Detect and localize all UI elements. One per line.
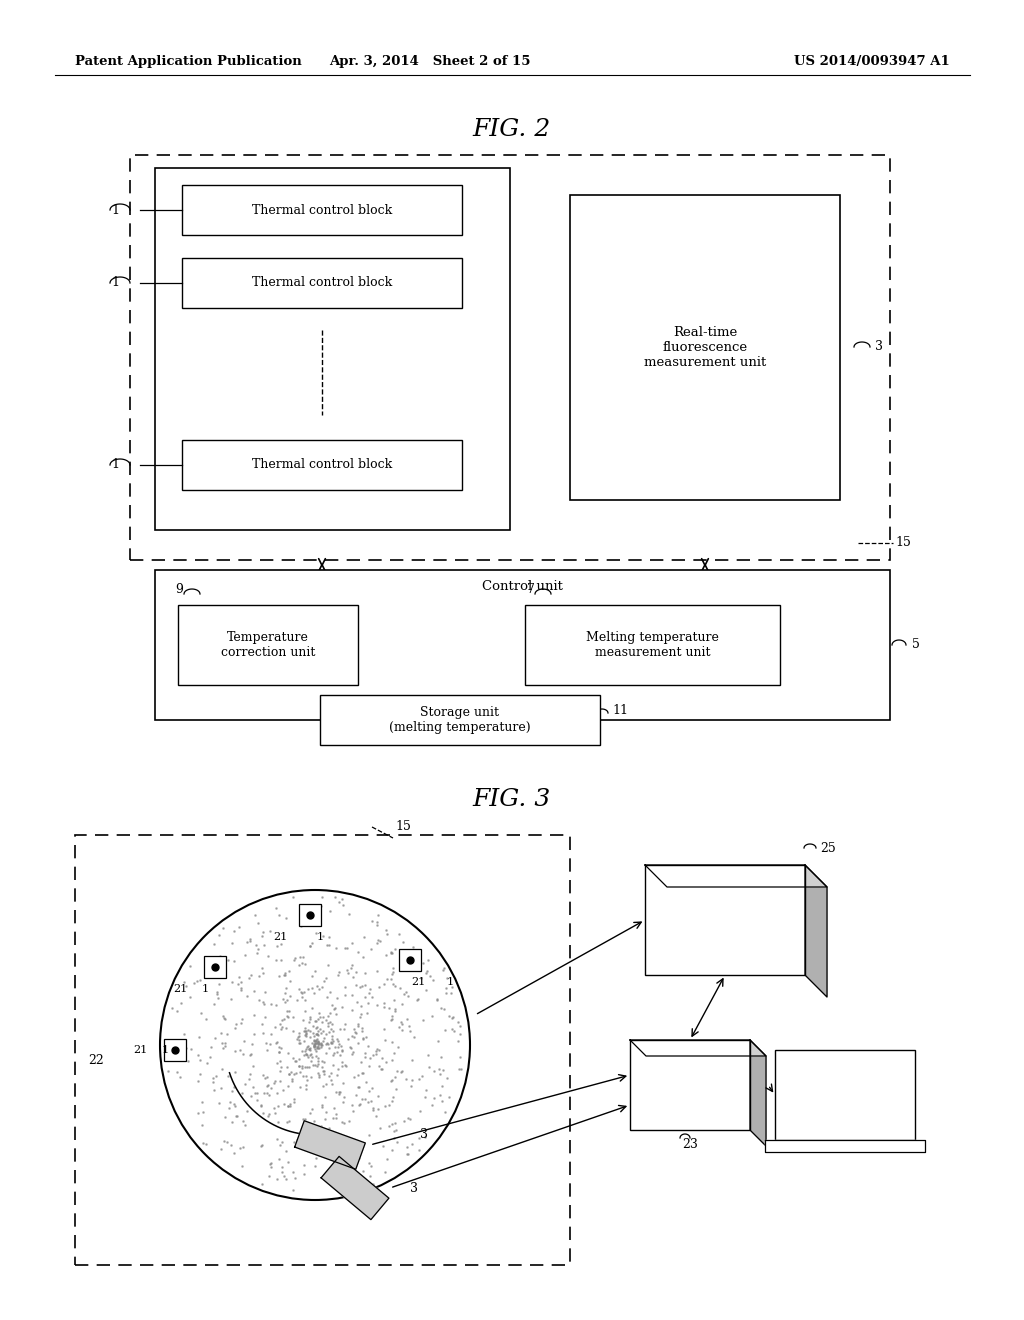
Text: 5: 5 (912, 639, 920, 652)
Text: FIG. 3: FIG. 3 (473, 788, 551, 812)
Text: Storage unit
(melting temperature): Storage unit (melting temperature) (389, 706, 530, 734)
Text: US 2014/0093947 A1: US 2014/0093947 A1 (795, 55, 950, 69)
Text: 3: 3 (874, 341, 883, 354)
Bar (164, 1039, 186, 1061)
Text: 1: 1 (162, 1045, 169, 1055)
Text: 1: 1 (111, 203, 119, 216)
Text: 21: 21 (133, 1045, 147, 1055)
Text: 25: 25 (820, 842, 836, 854)
Text: 7: 7 (527, 583, 535, 597)
Text: 3: 3 (410, 1181, 418, 1195)
Bar (570, 195, 840, 500)
Bar (525, 605, 780, 685)
Text: Melting temperature
measurement unit: Melting temperature measurement unit (586, 631, 719, 659)
Bar (155, 570, 890, 719)
Bar (182, 185, 462, 235)
Polygon shape (805, 865, 827, 997)
Text: 11: 11 (612, 704, 628, 717)
Polygon shape (765, 1140, 925, 1152)
Text: Control unit: Control unit (482, 581, 563, 594)
Text: Thermal control block: Thermal control block (252, 203, 392, 216)
Text: 23: 23 (682, 1138, 698, 1151)
Bar (399, 949, 421, 972)
Text: Thermal control block: Thermal control block (252, 276, 392, 289)
Bar (204, 956, 226, 978)
Text: 1: 1 (111, 458, 119, 471)
Bar (319, 696, 600, 744)
Bar (155, 168, 510, 531)
Bar (182, 257, 462, 308)
Polygon shape (750, 1040, 766, 1146)
Polygon shape (645, 865, 827, 887)
Text: Temperature
correction unit: Temperature correction unit (221, 631, 315, 659)
Text: 9: 9 (175, 583, 183, 597)
Text: 22: 22 (88, 1053, 103, 1067)
Text: 21: 21 (173, 983, 187, 994)
Text: 1: 1 (111, 276, 119, 289)
Bar (645, 865, 805, 975)
Bar (775, 1049, 915, 1140)
Text: 1: 1 (316, 932, 324, 942)
Bar (299, 904, 321, 927)
Bar (630, 1040, 750, 1130)
Bar (75, 836, 570, 1265)
Text: 1: 1 (202, 983, 209, 994)
Text: FIG. 2: FIG. 2 (473, 119, 551, 141)
Bar (182, 440, 462, 490)
Polygon shape (322, 1156, 389, 1220)
Text: 24: 24 (837, 1142, 853, 1155)
Text: Patent Application Publication: Patent Application Publication (75, 55, 302, 69)
Text: Apr. 3, 2014   Sheet 2 of 15: Apr. 3, 2014 Sheet 2 of 15 (330, 55, 530, 69)
Polygon shape (295, 1121, 366, 1170)
Polygon shape (630, 1040, 766, 1056)
Bar (178, 605, 358, 685)
Text: Thermal control block: Thermal control block (252, 458, 392, 471)
Text: 1: 1 (446, 977, 454, 987)
Text: 21: 21 (411, 977, 425, 987)
Text: 3: 3 (420, 1129, 428, 1142)
Text: 15: 15 (895, 536, 911, 549)
Text: 21: 21 (272, 932, 287, 942)
Text: Real-time
fluorescence
measurement unit: Real-time fluorescence measurement unit (644, 326, 766, 370)
Bar (130, 154, 890, 560)
Text: 15: 15 (395, 821, 411, 833)
